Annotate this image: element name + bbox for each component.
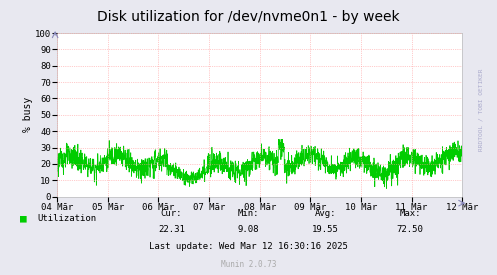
Text: Utilization: Utilization [37, 214, 96, 223]
Text: ■: ■ [20, 214, 27, 224]
Text: 19.55: 19.55 [312, 225, 339, 234]
Text: 9.08: 9.08 [238, 225, 259, 234]
Text: RRDTOOL / TOBI OETIKER: RRDTOOL / TOBI OETIKER [479, 69, 484, 151]
Text: Cur:: Cur: [161, 209, 182, 218]
Text: Munin 2.0.73: Munin 2.0.73 [221, 260, 276, 269]
Text: Min:: Min: [238, 209, 259, 218]
Y-axis label: % busy: % busy [23, 97, 33, 133]
Text: Max:: Max: [399, 209, 421, 218]
Text: 72.50: 72.50 [397, 225, 423, 234]
Text: 22.31: 22.31 [158, 225, 185, 234]
Text: Last update: Wed Mar 12 16:30:16 2025: Last update: Wed Mar 12 16:30:16 2025 [149, 242, 348, 251]
Text: Disk utilization for /dev/nvme0n1 - by week: Disk utilization for /dev/nvme0n1 - by w… [97, 10, 400, 24]
Text: Avg:: Avg: [315, 209, 336, 218]
